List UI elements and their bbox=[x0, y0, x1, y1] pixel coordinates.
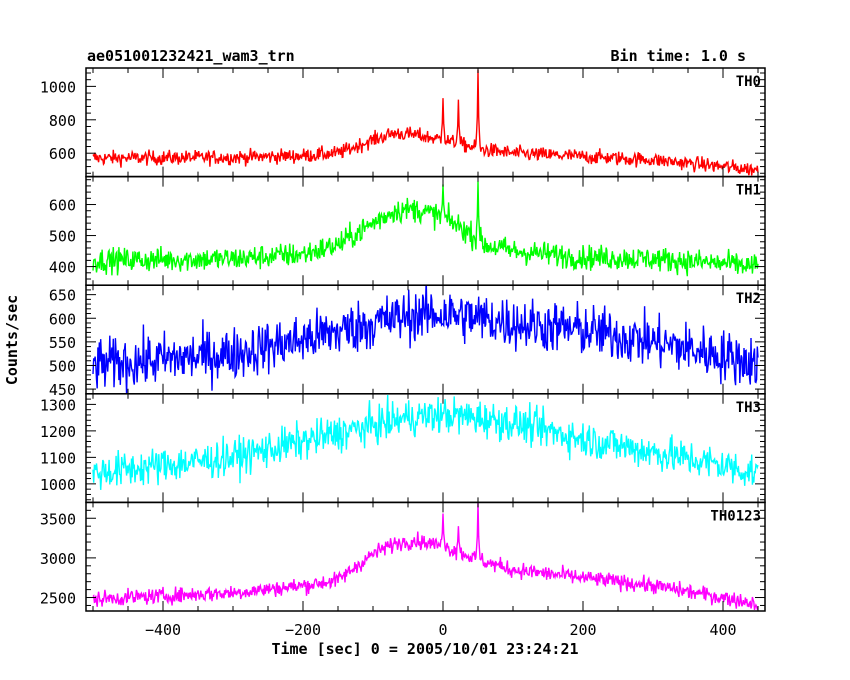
x-axis-label: Time [sec] 0 = 2005/10/01 23:24:21 bbox=[271, 640, 578, 658]
y-tick-label: 1000 bbox=[40, 476, 76, 494]
series-line-th3 bbox=[92, 394, 759, 490]
y-tick-label: 600 bbox=[49, 310, 76, 328]
y-tick-label: 600 bbox=[49, 197, 76, 215]
x-tick-label: −200 bbox=[285, 621, 321, 639]
y-tick-label: 3000 bbox=[40, 550, 76, 568]
panel-th2: TH2 450 500 550 600 650 bbox=[49, 284, 766, 399]
series-line-th0 bbox=[92, 69, 759, 176]
y-tick-label: 1200 bbox=[40, 423, 76, 441]
x-tick-label: 0 bbox=[438, 621, 447, 639]
panel-th3: TH3 1000 1100 1200 1300 bbox=[40, 393, 766, 504]
x-tick-label: −400 bbox=[145, 621, 181, 639]
y-tick-label: 550 bbox=[49, 334, 76, 352]
y-tick-label: 2500 bbox=[40, 590, 76, 608]
y-tick-label: 400 bbox=[49, 259, 76, 277]
panel-label: TH2 bbox=[736, 291, 761, 307]
y-tick-label: 500 bbox=[49, 357, 76, 375]
y-tick-label: 1300 bbox=[40, 396, 76, 414]
panel-label: TH3 bbox=[736, 400, 761, 416]
panel-th0: TH0 600 800 1000 bbox=[40, 67, 766, 178]
panel-frame bbox=[85, 501, 766, 612]
panels: TH0 600 800 1000 TH1 400 500 600 TH2 450 500 550 600… bbox=[40, 67, 766, 639]
x-tick-label: 400 bbox=[709, 621, 736, 639]
y-tick-label: 500 bbox=[49, 228, 76, 246]
panel-th0123: TH0123 2500 3000 3500 −400 −200 0 200 400 bbox=[40, 501, 766, 639]
y-tick-label: 600 bbox=[49, 145, 76, 163]
panel-label: TH0123 bbox=[710, 508, 761, 524]
y-axis-label: Counts/sec bbox=[3, 295, 21, 385]
y-tick-label: 1000 bbox=[40, 78, 76, 96]
y-tick-label: 650 bbox=[49, 287, 76, 305]
series-line-th2 bbox=[92, 285, 759, 394]
y-tick-label: 1100 bbox=[40, 449, 76, 467]
y-tick-label: 800 bbox=[49, 112, 76, 130]
x-tick-label: 200 bbox=[569, 621, 596, 639]
series-line-th1 bbox=[92, 181, 759, 277]
chart-title-right: Bin time: 1.0 s bbox=[611, 47, 746, 65]
panel-label: TH0 bbox=[736, 74, 761, 90]
series-line-th0123 bbox=[92, 502, 759, 611]
y-tick-label: 3500 bbox=[40, 510, 76, 528]
panel-label: TH1 bbox=[736, 183, 761, 199]
chart-title-left: ae051001232421_wam3_trn bbox=[87, 47, 295, 65]
panel-th1: TH1 400 500 600 bbox=[49, 175, 766, 286]
y-tick-label: 450 bbox=[49, 381, 76, 399]
